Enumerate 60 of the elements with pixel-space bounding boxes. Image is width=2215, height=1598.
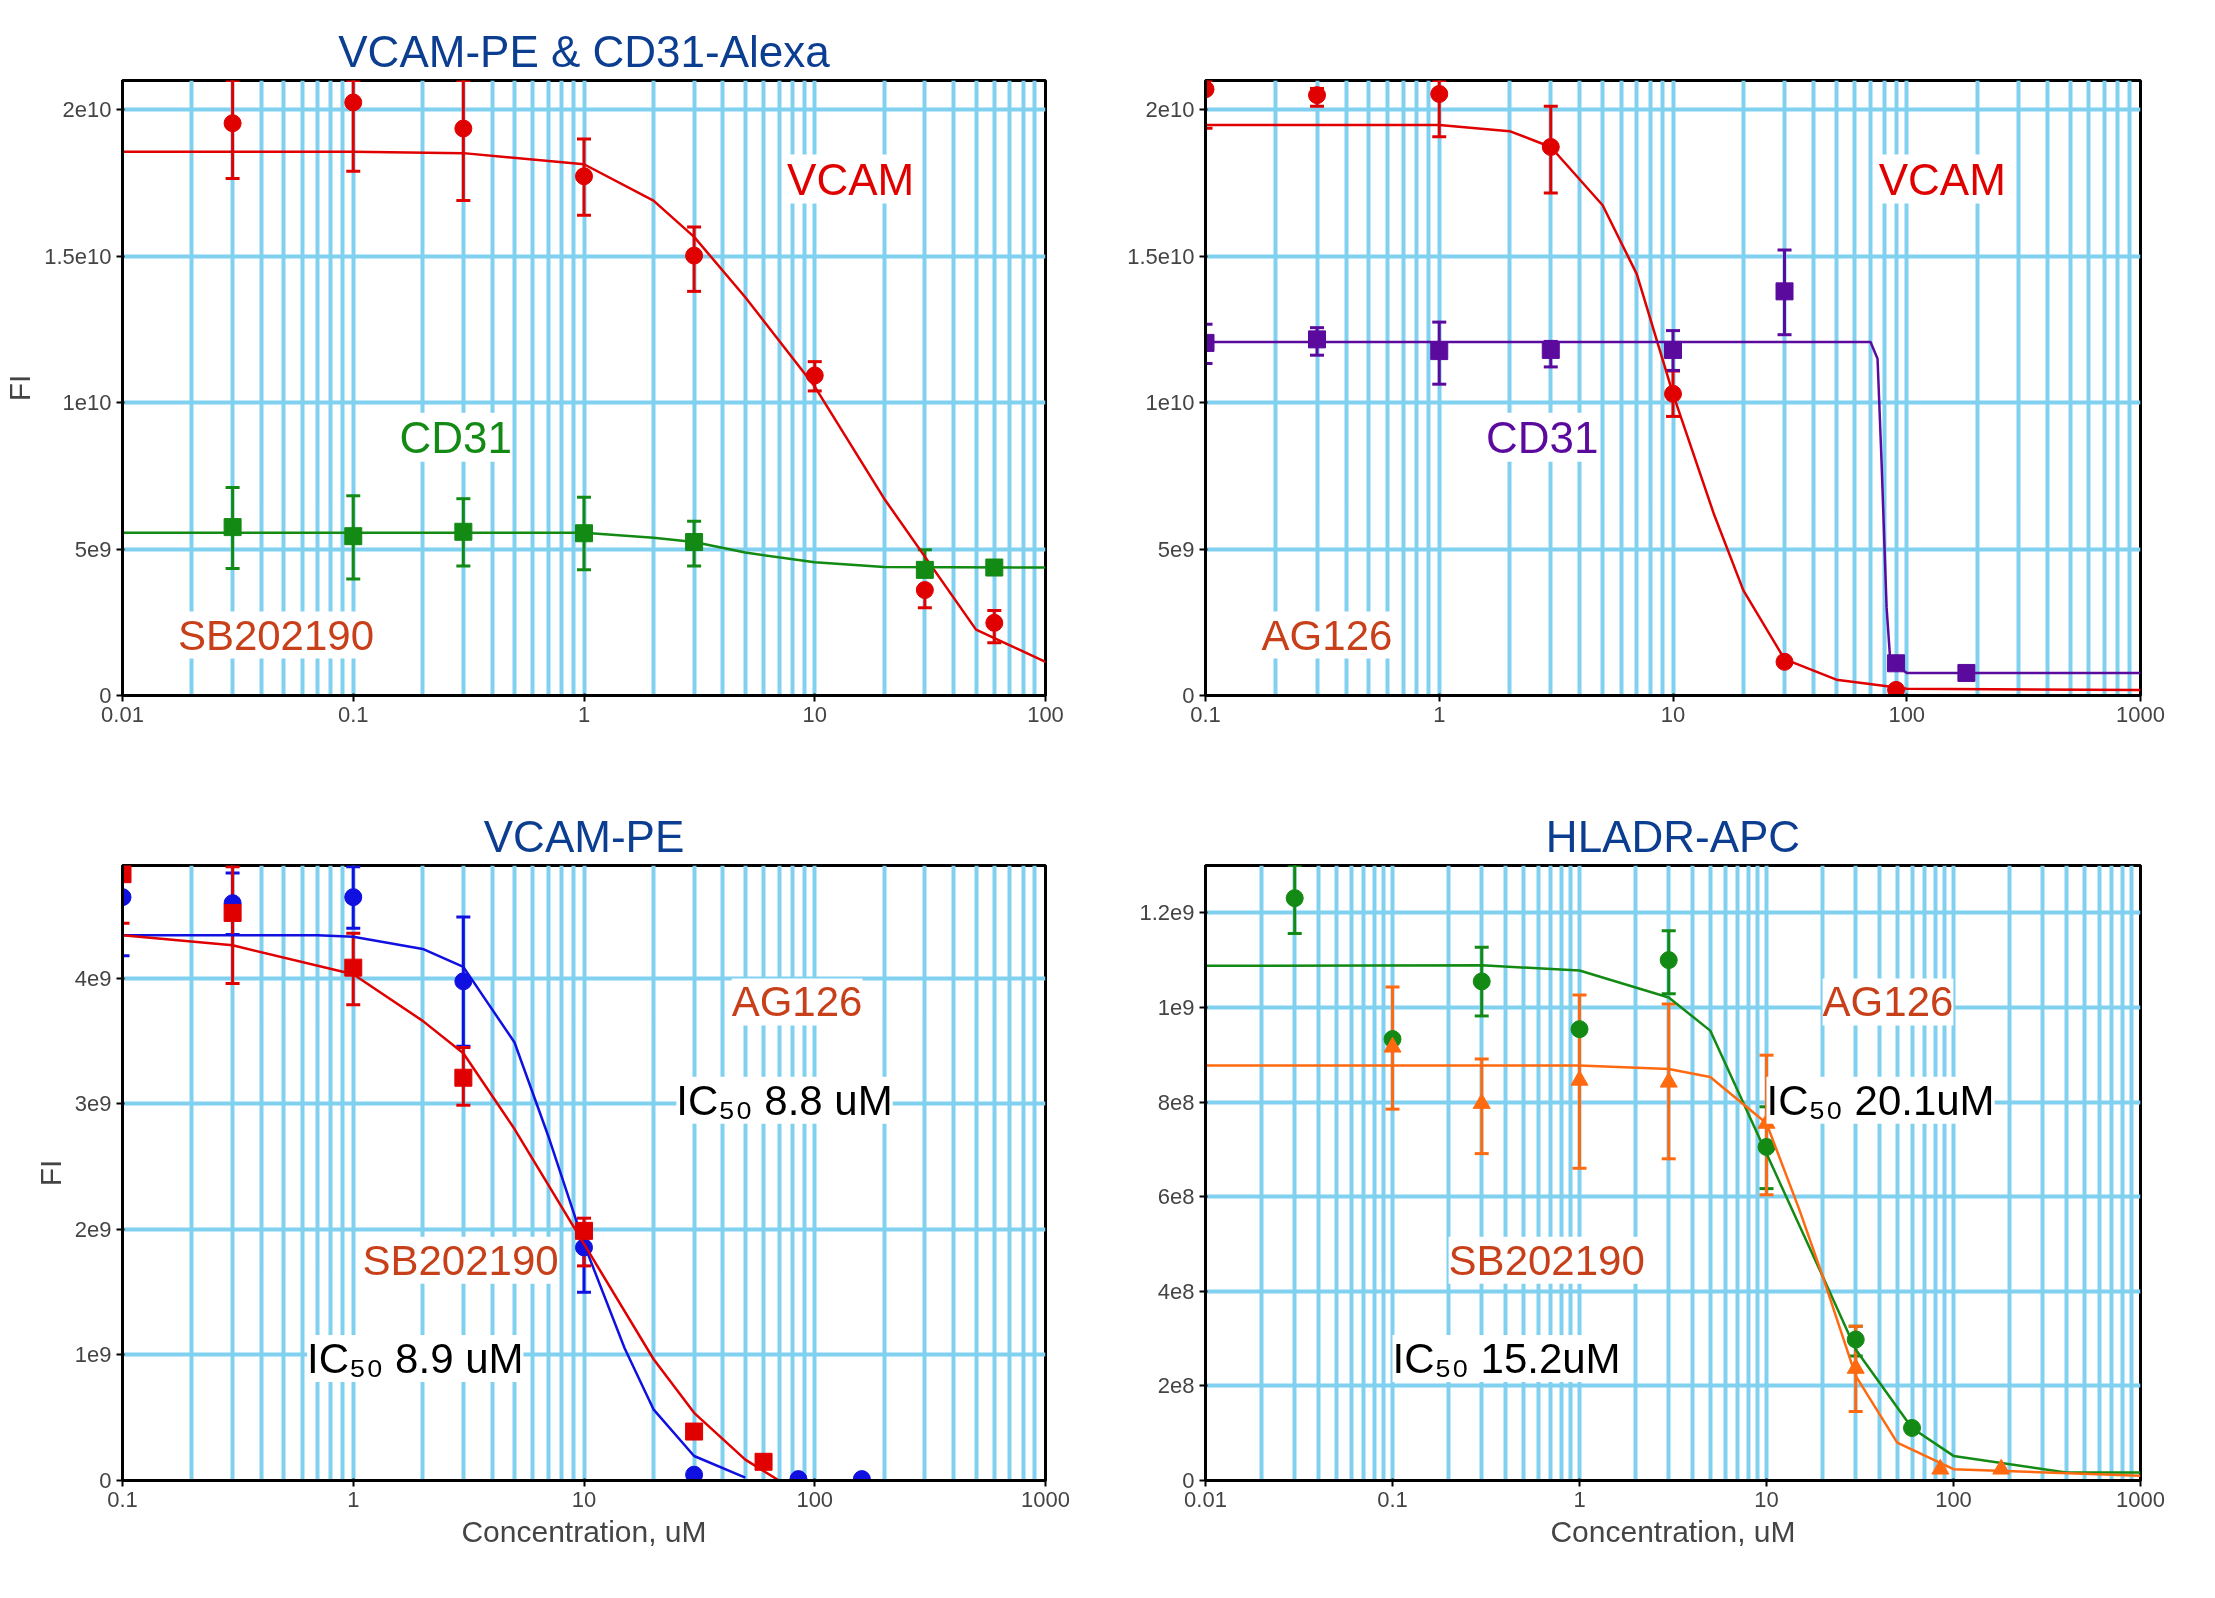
y-tick-label: 1e10 bbox=[1145, 390, 1195, 416]
chart-title: HLADR-APC bbox=[1545, 811, 1801, 861]
y-tick-label: 0 bbox=[1182, 1468, 1195, 1493]
y-tick-label: 2e10 bbox=[62, 97, 112, 123]
x-tick-label: 1 bbox=[577, 701, 591, 727]
y-axis-title: FI bbox=[33, 1159, 67, 1187]
y-tick-label: 1e9 bbox=[74, 1342, 112, 1368]
y-tick-label: 3e9 bbox=[74, 1091, 112, 1117]
series-label: CD31 bbox=[399, 412, 512, 462]
x-tick-label: 0.1 bbox=[1377, 1486, 1408, 1512]
x-tick-label: 1 bbox=[1433, 701, 1446, 727]
chart-title: VCAM-PE & CD31-Alexa bbox=[338, 26, 831, 76]
x-axis-title: Concentration, uM bbox=[461, 1514, 707, 1548]
y-tick-label: 1.5e10 bbox=[1127, 243, 1195, 269]
y-tick-label: 4e8 bbox=[1157, 1278, 1195, 1304]
x-tick-label: 1 bbox=[347, 1486, 360, 1512]
x-tick-label: 1000 bbox=[1021, 1486, 1070, 1512]
x-tick-label: 10 bbox=[1754, 1486, 1779, 1512]
annotation: AG126 bbox=[1822, 978, 1954, 1026]
x-axis-title: Concentration, uM bbox=[1550, 1514, 1796, 1548]
y-tick-label: 2e10 bbox=[1145, 97, 1195, 123]
text: VCAM bbox=[787, 154, 915, 204]
y-tick-label: 1.5e10 bbox=[44, 243, 112, 269]
y-tick-label: 5e9 bbox=[1157, 536, 1195, 562]
x-tick-label: 100 bbox=[1888, 701, 1926, 727]
annotation: SB202190 bbox=[177, 611, 375, 659]
y-tick-label: 5e9 bbox=[74, 536, 112, 562]
y-tick-label: 0 bbox=[1182, 683, 1195, 708]
y-tick-label: 4e9 bbox=[74, 965, 112, 991]
annotation: IC₅₀ 20.1uM bbox=[1766, 1076, 1995, 1124]
x-tick-label: 1 bbox=[1573, 1486, 1586, 1512]
x-tick-label: 10 bbox=[571, 1486, 597, 1512]
x-tick-label: 1000 bbox=[2116, 701, 2165, 727]
x-tick-label: 10 bbox=[802, 701, 827, 727]
annotation: SB202190 bbox=[362, 1236, 559, 1284]
chart-title: VCAM-PE bbox=[483, 811, 685, 861]
annotation: IC₅₀ 15.2uM bbox=[1392, 1335, 1621, 1383]
x-tick-label: 100 bbox=[796, 1486, 834, 1512]
annotation: AG126 bbox=[1261, 611, 1393, 659]
y-tick-label: 6e8 bbox=[1157, 1184, 1195, 1210]
series-label: CD31 bbox=[1486, 412, 1599, 462]
y-tick-label: 0 bbox=[99, 683, 112, 708]
x-tick-label: 0.1 bbox=[337, 701, 369, 727]
y-tick-label: 8e8 bbox=[1157, 1089, 1195, 1115]
y-tick-label: 1e9 bbox=[1157, 994, 1195, 1020]
y-tick-label: 1e10 bbox=[62, 390, 112, 416]
x-tick-label: 100 bbox=[1935, 1486, 1972, 1512]
y-tick-label: 0 bbox=[99, 1468, 112, 1493]
x-tick-label: 1000 bbox=[2116, 1486, 2165, 1512]
y-axis-title: FI bbox=[3, 374, 37, 402]
y-tick-label: 2e8 bbox=[1157, 1373, 1195, 1399]
annotation: IC₅₀ 8.9 uM bbox=[307, 1335, 524, 1383]
y-tick-label: 1.2e9 bbox=[1139, 900, 1195, 926]
annotation: IC₅₀ 8.8 uM bbox=[676, 1076, 893, 1124]
x-tick-label: 10 bbox=[1660, 701, 1686, 727]
annotation: AG126 bbox=[731, 978, 863, 1026]
text: VCAM bbox=[1878, 154, 2006, 204]
y-tick-label: 2e9 bbox=[74, 1216, 112, 1242]
annotation: SB202190 bbox=[1448, 1236, 1645, 1284]
x-tick-label: 100 bbox=[1027, 701, 1064, 727]
